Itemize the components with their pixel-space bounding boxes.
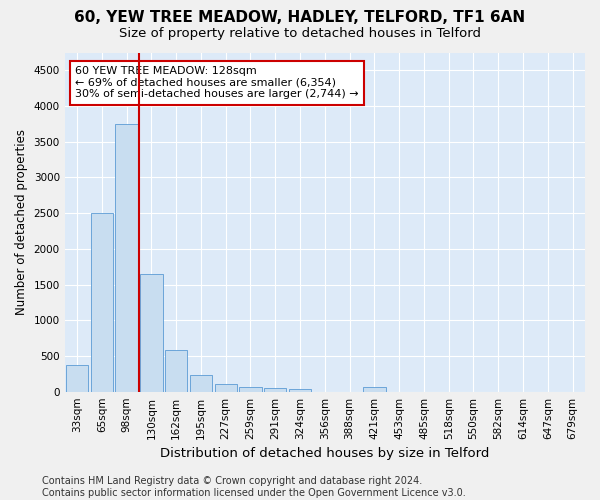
Bar [190, 376, 212, 392]
Bar [165, 350, 187, 392]
Bar [289, 389, 311, 392]
Text: 60, YEW TREE MEADOW, HADLEY, TELFORD, TF1 6AN: 60, YEW TREE MEADOW, HADLEY, TELFORD, TF… [74, 10, 526, 25]
Text: 60 YEW TREE MEADOW: 128sqm
← 69% of detached houses are smaller (6,354)
30% of s: 60 YEW TREE MEADOW: 128sqm ← 69% of deta… [75, 66, 359, 100]
Y-axis label: Number of detached properties: Number of detached properties [15, 129, 28, 315]
Text: Contains HM Land Registry data © Crown copyright and database right 2024.
Contai: Contains HM Land Registry data © Crown c… [42, 476, 466, 498]
Text: Size of property relative to detached houses in Telford: Size of property relative to detached ho… [119, 28, 481, 40]
Bar [215, 384, 237, 392]
Bar [91, 213, 113, 392]
Bar [363, 388, 386, 392]
Bar [264, 388, 286, 392]
Bar [239, 387, 262, 392]
X-axis label: Distribution of detached houses by size in Telford: Distribution of detached houses by size … [160, 447, 490, 460]
Bar [115, 124, 138, 392]
Bar [66, 366, 88, 392]
Bar [140, 274, 163, 392]
